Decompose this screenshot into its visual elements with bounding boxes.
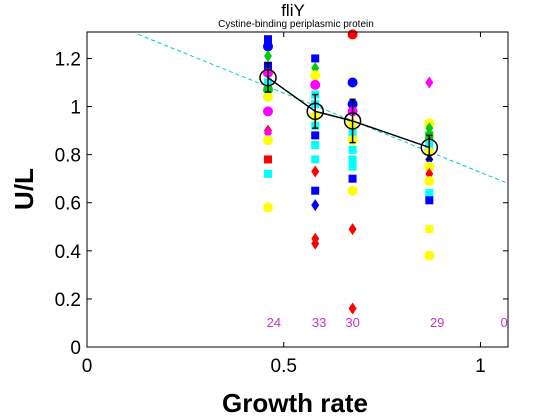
data-point bbox=[425, 225, 434, 234]
data-point bbox=[311, 186, 320, 195]
plot-area: 24 33 30 29 000.20.40.60.811.20 0.5 1 bbox=[55, 29, 509, 377]
data-point bbox=[311, 141, 320, 150]
data-point bbox=[262, 91, 273, 102]
y-tick-label: 1.2 bbox=[55, 49, 81, 70]
y-tick-label: 0.6 bbox=[55, 194, 81, 215]
data-point bbox=[424, 176, 435, 187]
y-tick-label: 1 bbox=[70, 98, 81, 119]
data-point bbox=[311, 199, 320, 212]
x-tick-label: 1 bbox=[475, 356, 486, 377]
data-point bbox=[263, 35, 272, 44]
y-tick-label: 0 bbox=[70, 338, 81, 359]
data-point bbox=[311, 131, 320, 140]
count-label: 24 bbox=[267, 315, 281, 330]
data-point bbox=[425, 189, 434, 198]
mean-marker bbox=[420, 138, 439, 157]
data-point bbox=[348, 174, 357, 183]
data-point bbox=[262, 41, 273, 52]
data-point bbox=[348, 162, 357, 171]
y-axis-label: U/L bbox=[9, 168, 39, 210]
data-point bbox=[348, 155, 357, 164]
mean-marker bbox=[306, 102, 324, 121]
data-point bbox=[348, 223, 357, 236]
data-point bbox=[425, 76, 434, 89]
x-axis-label: Growth rate bbox=[222, 388, 368, 418]
data-point bbox=[263, 169, 272, 178]
data-point bbox=[424, 161, 435, 172]
count-label: 0 bbox=[500, 315, 507, 330]
y-tick-label: 0.8 bbox=[55, 146, 81, 167]
chart-title: fliY bbox=[281, 1, 305, 20]
x-tick-label: 0.5 bbox=[271, 356, 297, 377]
data-point bbox=[262, 135, 273, 146]
data-point bbox=[310, 79, 321, 90]
data-point bbox=[263, 155, 272, 164]
mean-line bbox=[267, 77, 430, 149]
data-point bbox=[311, 54, 320, 63]
data-point bbox=[263, 50, 272, 63]
y-tick-label: 0.2 bbox=[55, 290, 81, 311]
data-point bbox=[347, 185, 358, 196]
data-point bbox=[311, 237, 320, 250]
data-point bbox=[348, 302, 357, 315]
data-point bbox=[425, 196, 434, 205]
mean-marker bbox=[259, 68, 277, 87]
data-point bbox=[347, 77, 358, 88]
data-point bbox=[311, 165, 320, 178]
mean-marker bbox=[343, 112, 362, 130]
data-point bbox=[424, 250, 435, 261]
count-label: 30 bbox=[345, 315, 359, 330]
count-label: 29 bbox=[430, 315, 444, 330]
data-point bbox=[310, 70, 321, 81]
axes-frame bbox=[86, 31, 509, 348]
data-point bbox=[311, 155, 320, 164]
data-point bbox=[425, 122, 434, 135]
data-point bbox=[262, 106, 273, 117]
count-label: 33 bbox=[312, 315, 326, 330]
chart-subtitle: Cystine-binding periplasmic protein bbox=[218, 19, 374, 30]
x-tick-label: 0 bbox=[82, 356, 93, 377]
y-tick-label: 0.4 bbox=[55, 242, 82, 263]
data-point bbox=[347, 29, 358, 40]
data-point bbox=[348, 145, 357, 154]
data-point bbox=[262, 202, 273, 213]
